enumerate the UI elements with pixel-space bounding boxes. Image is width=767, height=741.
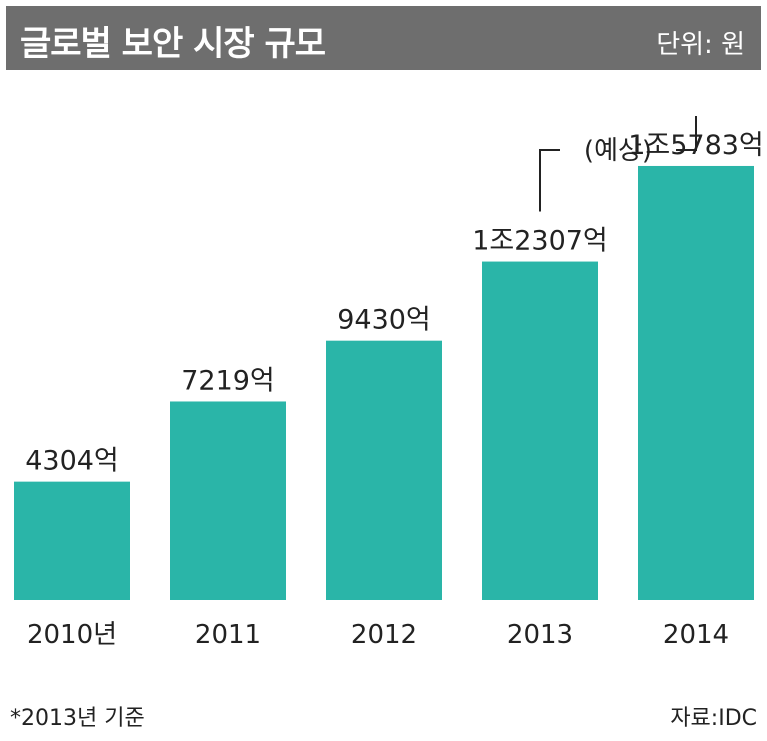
footnote: *2013년 기준 [10,706,145,731]
category-label: 2012 [351,620,417,650]
category-label: 2011 [195,620,261,650]
value-label: 1조2307억 [472,226,608,257]
value-label: 7219억 [181,365,275,396]
value-label: 4304억 [25,446,119,477]
annotation-bracket-right [676,115,697,151]
unit-label: 단위: 원 [656,30,745,60]
annotation-label: (예상) [584,136,652,166]
value-label: 9430억 [337,305,431,336]
bar-2011 [170,401,286,600]
bar-2010년 [14,481,130,600]
chart-title: 글로벌 보안 시장 규모 [20,24,326,64]
source-label: 자료:IDC [670,706,757,731]
category-label: 2013 [507,620,573,650]
bar-2014 [638,165,754,600]
chart-header: 글로벌 보안 시장 규모 단위: 원 [6,6,761,70]
category-label: 2010년 [27,620,117,650]
category-label: 2014 [663,620,729,650]
bar-2013 [482,261,598,600]
annotation-bracket-left [539,149,560,212]
bar-2012 [326,340,442,600]
